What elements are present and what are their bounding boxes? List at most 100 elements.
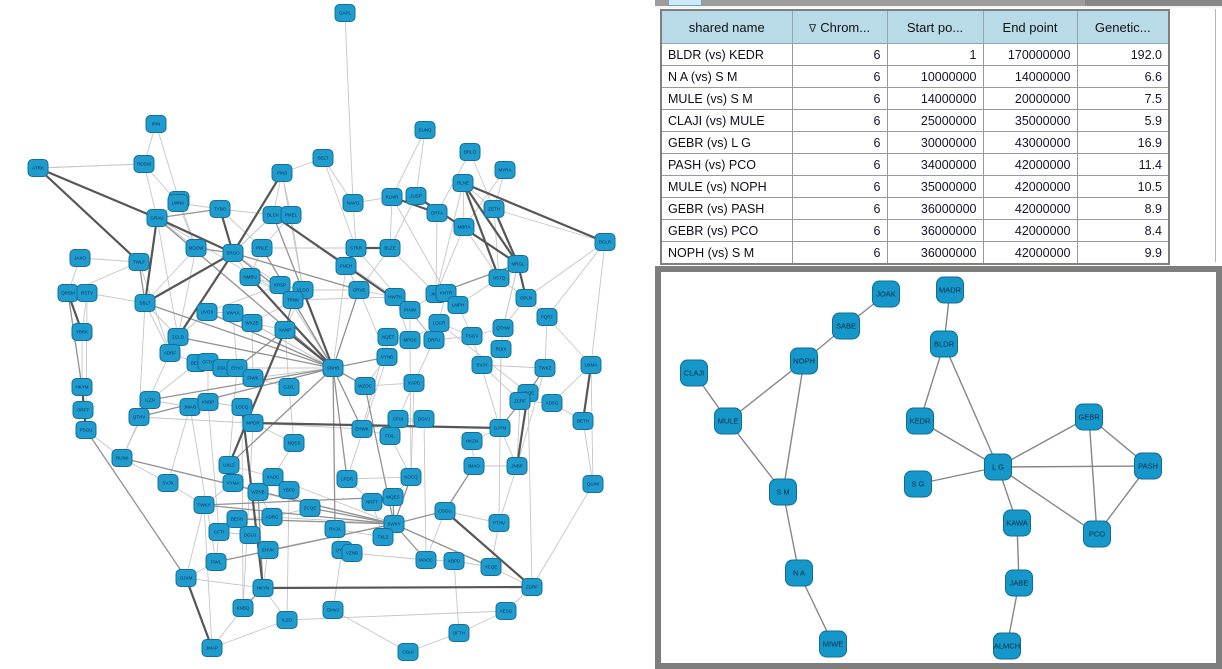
- network-edge[interactable]: [252, 421, 501, 430]
- network-node[interactable]: PMEL: [280, 206, 302, 224]
- network-node[interactable]: DGVJ: [413, 410, 435, 428]
- network-edge[interactable]: [143, 217, 159, 304]
- network-node[interactable]: ALMCH: [993, 632, 1021, 660]
- network-edge[interactable]: [332, 367, 363, 430]
- network-edge[interactable]: [85, 429, 187, 579]
- network-edge[interactable]: [332, 289, 360, 369]
- main-network-canvas[interactable]: GAPLIPINROSWATRKPIN3SELTSUNQBRLOMYRADRNA…: [0, 0, 655, 669]
- network-edge[interactable]: [144, 252, 234, 304]
- network-edge[interactable]: [493, 208, 500, 279]
- cell-shared-name[interactable]: GEBR (vs) L G: [660, 131, 793, 154]
- network-node[interactable]: VYMA: [222, 474, 244, 492]
- network-edge[interactable]: [423, 418, 427, 561]
- network-edge[interactable]: [232, 172, 283, 254]
- network-edge[interactable]: [286, 489, 290, 621]
- network-node[interactable]: FIWK: [242, 369, 264, 387]
- network-edge[interactable]: [332, 609, 409, 653]
- network-node[interactable]: GJXL: [278, 378, 300, 396]
- network-node[interactable]: LOCR: [428, 314, 450, 332]
- network-node[interactable]: MDOW: [185, 239, 207, 257]
- network-node[interactable]: KLMR: [381, 188, 403, 206]
- table-row[interactable]: MULE (vs) S M 6 14000000 20000000 7.5: [660, 87, 1170, 110]
- cell-value[interactable]: 14000000: [886, 87, 984, 110]
- cell-value[interactable]: 36000000: [886, 197, 984, 220]
- network-node[interactable]: FIXL: [379, 427, 401, 445]
- network-node[interactable]: ADSG: [541, 394, 563, 412]
- network-edge[interactable]: [502, 263, 519, 329]
- network-node[interactable]: JMAO: [179, 398, 201, 416]
- network-node[interactable]: NRFT: [361, 493, 383, 511]
- cell-value[interactable]: 34000000: [886, 153, 984, 176]
- network-edge[interactable]: [144, 247, 197, 304]
- network-edge[interactable]: [37, 163, 145, 169]
- cell-value[interactable]: 42000000: [982, 197, 1078, 220]
- network-edge[interactable]: [138, 367, 334, 418]
- cell-value[interactable]: 6.6: [1076, 65, 1170, 88]
- network-node[interactable]: QTHW: [492, 319, 514, 337]
- network-node[interactable]: KNBP: [197, 393, 219, 411]
- column-header-chromosome[interactable]: ∇ Chrom...: [791, 9, 888, 44]
- horizontal-scrollbar[interactable]: [655, 0, 1222, 6]
- network-node[interactable]: LPDR: [336, 470, 358, 488]
- column-header-genetic[interactable]: Genetic...: [1076, 9, 1170, 44]
- network-edge[interactable]: [471, 335, 501, 429]
- network-node[interactable]: BLCK: [262, 206, 284, 224]
- cell-shared-name[interactable]: MULE (vs) S M: [660, 87, 793, 110]
- network-node[interactable]: LMPH: [447, 296, 469, 314]
- network-edge[interactable]: [309, 507, 395, 525]
- network-edge[interactable]: [332, 367, 348, 480]
- network-edge[interactable]: [232, 312, 238, 369]
- network-node[interactable]: PASH: [1134, 452, 1162, 480]
- subnetwork-panel[interactable]: JOAK MADR SABE BLDR NOPH CLAJI KEDR MULE GEBR L G…: [655, 266, 1222, 669]
- network-node[interactable]: BGLR: [594, 233, 616, 251]
- network-node[interactable]: S M: [769, 478, 797, 506]
- network-edge[interactable]: [461, 182, 501, 279]
- network-edge[interactable]: [332, 367, 336, 530]
- network-edge[interactable]: [410, 382, 415, 478]
- network-node[interactable]: TYBO: [209, 200, 231, 218]
- network-node[interactable]: RUIX: [490, 340, 512, 358]
- cell-value[interactable]: 6: [791, 241, 888, 265]
- network-node[interactable]: ADRF: [159, 344, 181, 362]
- network-node[interactable]: GRAU: [146, 209, 168, 227]
- cell-value[interactable]: 11.4: [1076, 153, 1170, 176]
- cell-value[interactable]: 6: [791, 109, 888, 132]
- network-node[interactable]: MQES: [382, 488, 404, 506]
- cell-value[interactable]: 9.9: [1076, 241, 1170, 265]
- network-node[interactable]: WZOC: [354, 377, 376, 395]
- main-network-panel[interactable]: GAPLIPINROSWATRKPIN3SELTSUNQBRLOMYRADRNA…: [0, 0, 655, 669]
- network-node[interactable]: RVJX: [324, 520, 346, 538]
- cell-value[interactable]: 16.9: [1076, 131, 1170, 154]
- network-node[interactable]: SELT: [312, 149, 334, 167]
- network-edge[interactable]: [997, 466, 1098, 535]
- cell-value[interactable]: 42000000: [982, 219, 1078, 242]
- network-edge[interactable]: [409, 339, 412, 478]
- table-tab-fragment[interactable]: [668, 0, 702, 6]
- network-node[interactable]: MIWE: [819, 630, 847, 658]
- network-node[interactable]: VYNB: [376, 348, 398, 366]
- network-edge[interactable]: [215, 523, 395, 563]
- network-node[interactable]: HKYM: [71, 378, 93, 396]
- network-node[interactable]: SNHB: [322, 359, 344, 377]
- cell-shared-name[interactable]: N A (vs) S M: [660, 65, 793, 88]
- network-edge[interactable]: [1088, 416, 1098, 535]
- cell-value[interactable]: 35000000: [886, 175, 984, 198]
- network-edge[interactable]: [227, 329, 287, 466]
- network-node[interactable]: JUSP: [405, 187, 427, 205]
- network-node[interactable]: MPDS: [399, 331, 421, 349]
- network-node[interactable]: TXLZ: [372, 528, 394, 546]
- cell-value[interactable]: 6: [791, 175, 888, 198]
- network-node[interactable]: NSTQ: [488, 269, 510, 287]
- network-edge[interactable]: [997, 416, 1090, 468]
- network-node[interactable]: SABE: [832, 312, 860, 340]
- network-edge[interactable]: [211, 619, 288, 649]
- network-edge[interactable]: [391, 196, 447, 294]
- network-edge[interactable]: [332, 549, 343, 611]
- network-edge[interactable]: [241, 406, 244, 609]
- network-edge[interactable]: [149, 367, 334, 401]
- network-node[interactable]: UVOX: [196, 303, 218, 321]
- cell-value[interactable]: 170000000: [982, 43, 1078, 66]
- network-node[interactable]: AESG: [495, 602, 517, 620]
- subnetwork-canvas[interactable]: JOAK MADR SABE BLDR NOPH CLAJI KEDR MULE GEBR L G…: [661, 272, 1216, 663]
- network-node[interactable]: CGUI: [397, 643, 419, 661]
